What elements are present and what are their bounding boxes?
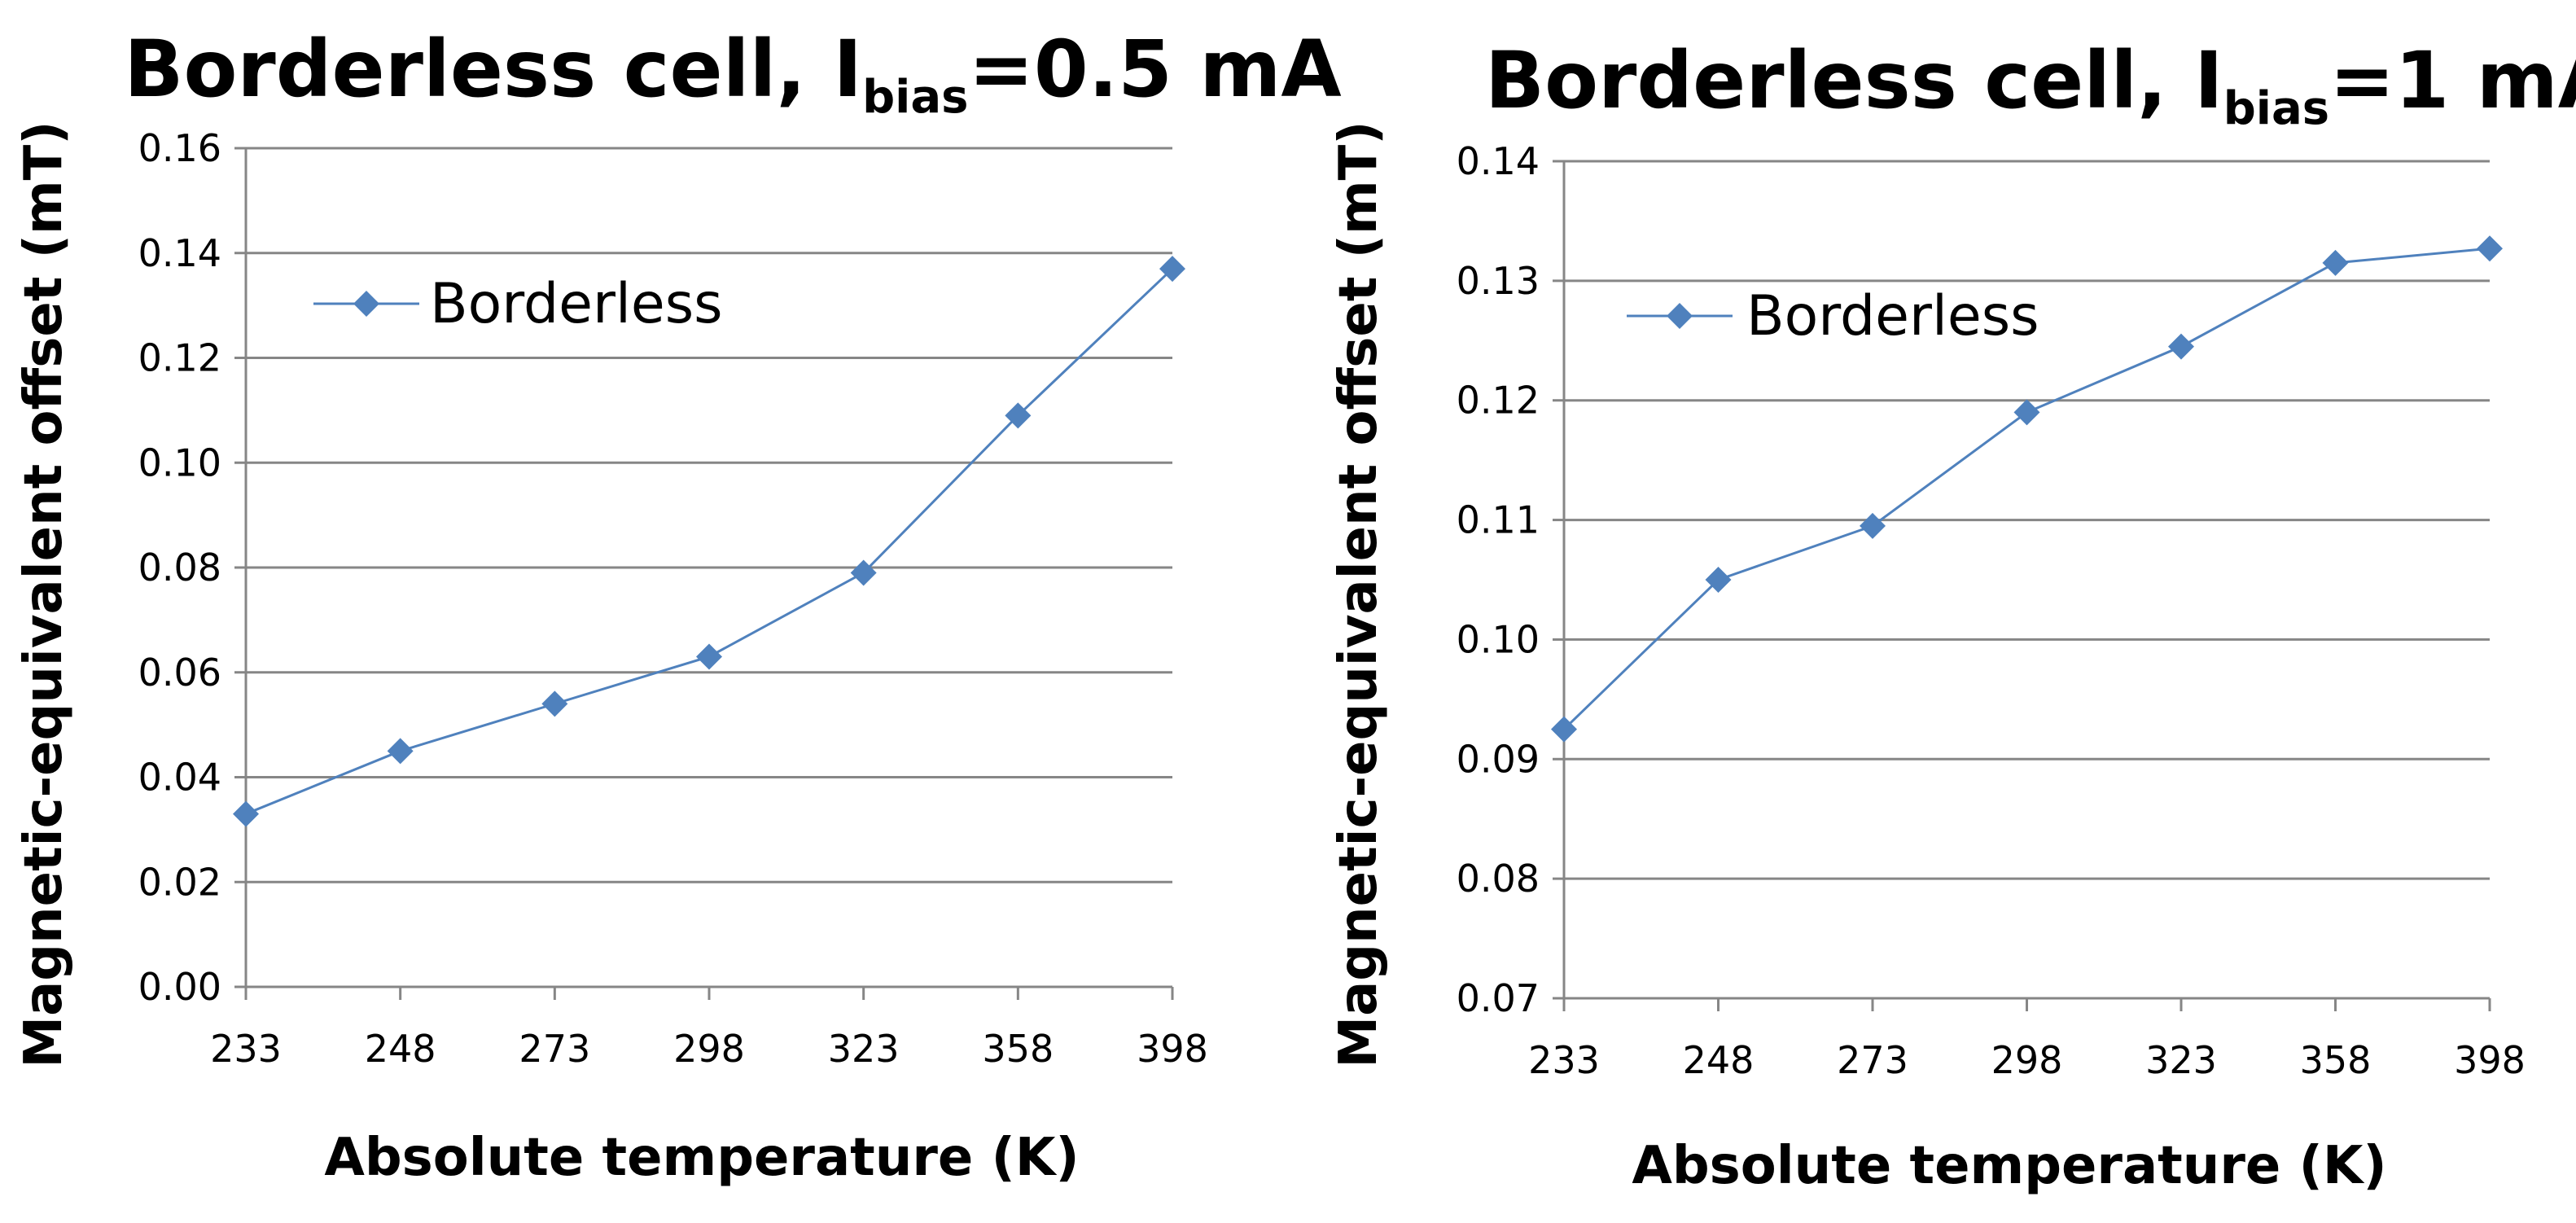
y-tick-label: 0.06 bbox=[138, 651, 221, 695]
data-point bbox=[1159, 256, 1185, 283]
chart-right-title-suffix: =1 mA bbox=[2329, 35, 2576, 126]
data-point bbox=[1705, 567, 1732, 593]
chart-left-legend-label: Borderless bbox=[430, 272, 723, 336]
y-tick-label: 0.08 bbox=[1457, 857, 1540, 901]
x-tick-label: 248 bbox=[1683, 1038, 1755, 1082]
chart-left-title: Borderless cell, Ibias=0.5 mA bbox=[124, 24, 1341, 124]
y-tick-label: 0.04 bbox=[138, 756, 221, 800]
x-tick-label: 298 bbox=[673, 1027, 745, 1071]
chart-left-yticks: 0.00 0.02 0.04 0.06 0.08 0.10 0.12 0.14 0.16 bbox=[138, 126, 246, 1009]
y-tick-label: 0.10 bbox=[138, 441, 221, 484]
x-tick-label: 398 bbox=[2454, 1038, 2526, 1082]
x-tick-label: 323 bbox=[2145, 1038, 2217, 1082]
y-tick-label: 0.10 bbox=[1457, 617, 1540, 661]
chart-left-series bbox=[233, 256, 1185, 827]
data-point bbox=[233, 800, 259, 827]
y-tick-label: 0.14 bbox=[138, 231, 221, 275]
data-point bbox=[387, 738, 414, 765]
y-tick-label: 0.09 bbox=[1457, 737, 1540, 781]
data-point bbox=[696, 643, 722, 670]
data-point bbox=[2013, 399, 2040, 426]
chart-left-title-subscript: bias bbox=[862, 71, 968, 124]
data-point bbox=[2168, 333, 2194, 360]
x-tick-label: 273 bbox=[519, 1027, 590, 1071]
series-line-borderless bbox=[245, 267, 1174, 815]
x-tick-label: 323 bbox=[828, 1027, 900, 1071]
x-tick-label: 248 bbox=[365, 1027, 436, 1071]
y-tick-label: 0.11 bbox=[1457, 498, 1540, 542]
x-tick-label: 358 bbox=[982, 1027, 1054, 1071]
y-tick-label: 0.14 bbox=[1457, 139, 1540, 183]
data-point bbox=[2322, 249, 2349, 276]
chart-left-xticks: 233 248 273 298 323 358 398 bbox=[210, 987, 1208, 1071]
x-tick-label: 358 bbox=[2300, 1038, 2372, 1082]
y-tick-label: 0.16 bbox=[138, 126, 221, 170]
y-tick-label: 0.02 bbox=[138, 860, 221, 904]
chart-left-title-prefix: Borderless cell, I bbox=[124, 24, 862, 115]
chart-right-xticks: 233 248 273 298 323 358 398 bbox=[1528, 998, 2526, 1082]
data-point bbox=[1551, 716, 1577, 743]
y-tick-label: 0.12 bbox=[1457, 379, 1540, 423]
chart-left-xlabel: Absolute temperature (K) bbox=[324, 1128, 1079, 1188]
x-tick-label: 298 bbox=[1991, 1038, 2063, 1082]
chart-right-series bbox=[1551, 235, 2503, 743]
data-point bbox=[2477, 235, 2503, 262]
chart-left-legend: Borderless bbox=[313, 272, 723, 336]
y-tick-label: 0.00 bbox=[138, 965, 221, 1009]
data-point bbox=[541, 690, 568, 717]
chart-right: Borderless cell, Ibias=1 mA 0.07 0.08 0.09… bbox=[1329, 35, 2576, 1196]
y-tick-label: 0.13 bbox=[1457, 259, 1540, 303]
chart-left-legend-marker bbox=[353, 291, 379, 317]
x-tick-label: 398 bbox=[1137, 1027, 1208, 1071]
chart-right-legend: Borderless bbox=[1627, 284, 2039, 348]
chart-left-ylabel: Magnetic-equivalent offset (mT) bbox=[14, 121, 74, 1067]
chart-left: Borderless cell, Ibias=0.5 mA 0.000.020.… bbox=[14, 24, 1342, 1188]
chart-right-legend-marker bbox=[1667, 303, 1693, 329]
y-tick-label: 0.12 bbox=[138, 336, 221, 380]
data-point bbox=[1005, 402, 1032, 429]
y-tick-label: 0.08 bbox=[138, 546, 221, 590]
data-point bbox=[1860, 512, 1886, 539]
chart-right-xlabel: Absolute temperature (K) bbox=[1632, 1136, 2386, 1196]
chart-right-legend-label: Borderless bbox=[1746, 284, 2039, 348]
x-tick-label: 233 bbox=[1528, 1038, 1600, 1082]
chart-right-title: Borderless cell, Ibias=1 mA bbox=[1485, 35, 2576, 135]
data-point bbox=[850, 559, 877, 586]
chart-right-ylabel: Magnetic-equivalent offset (mT) bbox=[1329, 121, 1389, 1067]
chart-right-yticks: 0.07 0.08 0.09 0.10 0.11 0.12 0.13 0.14 bbox=[1457, 139, 1564, 1020]
chart-right-title-subscript: bias bbox=[2223, 82, 2329, 135]
x-tick-label: 273 bbox=[1837, 1038, 1908, 1082]
x-tick-label: 233 bbox=[210, 1027, 282, 1071]
chart-left-title-suffix: =0.5 mA bbox=[968, 24, 1341, 115]
chart-right-title-prefix: Borderless cell, I bbox=[1485, 35, 2223, 126]
y-tick-label: 0.07 bbox=[1457, 976, 1540, 1020]
